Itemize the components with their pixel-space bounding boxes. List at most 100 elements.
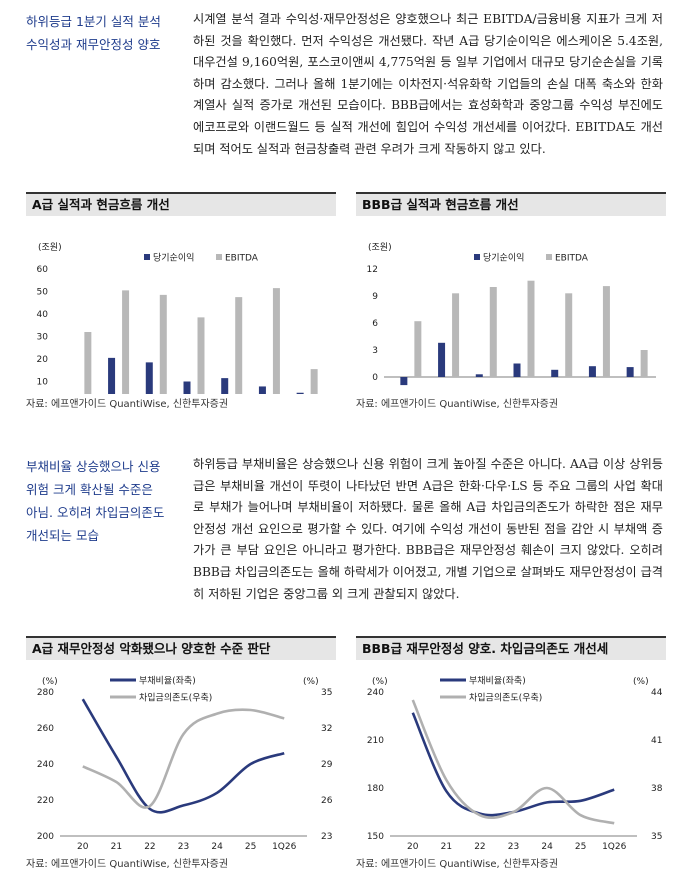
series-line — [82, 708, 285, 809]
x-tick-label: 21 — [111, 842, 122, 852]
bar — [272, 288, 280, 394]
legend-swatch — [546, 254, 552, 260]
bar — [513, 363, 521, 377]
x-tick-label: 23 — [508, 842, 519, 852]
right-y-tick-label: 32 — [321, 724, 332, 734]
bar — [258, 386, 266, 394]
bar — [310, 369, 318, 394]
bar — [640, 350, 648, 377]
right-y-tick-label: 35 — [321, 688, 332, 698]
y-tick-label: 50 — [37, 288, 49, 298]
x-tick-label: 23 — [178, 842, 189, 852]
side-title-line: 수익성과 재무안정성 양호 — [26, 37, 161, 52]
bar — [489, 287, 497, 377]
right-y-tick-label: 41 — [651, 736, 662, 746]
chart-bbb-grade-stability-plot: (%) (%) 부채비율(좌축) 차입금의존도(우축) 150 180 210 240 35 38… — [367, 676, 663, 853]
bar — [414, 321, 422, 377]
chart-source: 자료: 에프앤가이드 QuantiWise, 신한투자증권 — [26, 859, 229, 870]
y-tick-label: 60 — [37, 265, 49, 275]
left-y-tick-label: 210 — [367, 736, 384, 746]
right-y-tick-label: 26 — [321, 796, 333, 806]
left-y-tick-label: 260 — [37, 724, 54, 734]
left-axis-unit-label: (%) — [372, 677, 388, 687]
left-y-tick-label: 220 — [37, 796, 54, 806]
bar — [122, 290, 130, 394]
side-title-line: 개선되는 모습 — [26, 528, 99, 543]
side-title-line: 하위등급 1분기 실적 분석 — [26, 14, 161, 29]
y-tick-label: 3 — [372, 346, 378, 356]
side-title-1: 하위등급 1분기 실적 분석 수익성과 재무안정성 양호 — [26, 10, 186, 56]
series-line — [81, 698, 285, 814]
chart-source: 자료: 에프앤가이드 QuantiWise, 신한투자증권 — [26, 399, 229, 410]
chart-a-grade-stability: A급 재무안정성 악화됐으나 양호한 수준 판단 (%) (%) 부채비율(좌축) 차… — [26, 636, 336, 870]
bar — [84, 332, 92, 394]
left-y-tick-label: 240 — [367, 688, 384, 698]
y-tick-label: 9 — [372, 292, 378, 302]
y-tick-label: 12 — [367, 265, 378, 275]
chart-a-grade-stability-plot: (%) (%) 부채비율(좌축) 차입금의존도(우축) 200 220 240 260 280 2… — [37, 676, 333, 853]
bar — [588, 366, 596, 377]
bar — [551, 369, 559, 377]
chart-source: 자료: 에프앤가이드 QuantiWise, 신한투자증권 — [356, 399, 559, 410]
bar — [452, 293, 460, 377]
x-tick-label: 1Q26 — [272, 842, 297, 852]
legend-label: 부채비율(좌축) — [469, 676, 526, 687]
left-y-tick-label: 180 — [367, 784, 384, 794]
bar — [602, 286, 610, 377]
bar — [183, 381, 191, 394]
chart-title: A급 실적과 현금흐름 개선 — [26, 192, 336, 216]
left-y-tick-label: 150 — [367, 832, 384, 842]
body-paragraph-1: 시계열 분석 결과 수익성·재무안정성은 양호했으나 최근 EBITDA/금융비… — [193, 12, 663, 156]
bar — [145, 362, 153, 394]
chart-title: BBB급 재무안정성 양호. 차입금의존도 개선세 — [356, 636, 666, 660]
right-y-tick-label: 38 — [651, 784, 663, 794]
right-y-tick-label: 35 — [651, 832, 662, 842]
y-tick-label: 0 — [372, 373, 378, 383]
y-tick-label: 6 — [372, 319, 378, 329]
x-tick-label: 25 — [575, 842, 586, 852]
x-tick-label: 25 — [245, 842, 256, 852]
bar — [197, 317, 205, 394]
bar — [438, 342, 446, 377]
bar — [235, 297, 243, 394]
legend-swatch — [474, 254, 480, 260]
legend-label: 차입금의존도(우축) — [469, 692, 542, 704]
side-title-line: 아님. 오히려 차입금의존도 — [26, 505, 165, 520]
y-axis-unit-label: (조원) — [38, 242, 62, 253]
side-title-2: 부채비율 상승했으나 신용 위험 크게 확산될 수준은 아님. 오히려 차입금의… — [26, 455, 186, 547]
chart-title: A급 재무안정성 악화됐으나 양호한 수준 판단 — [26, 636, 336, 660]
body-paragraph-2: 하위등급 부채비율은 상승했으나 신용 위험이 크게 높아질 수준은 아니다. … — [193, 457, 663, 601]
chart-bbb-grade-stability: BBB급 재무안정성 양호. 차입금의존도 개선세 (%) (%) 부채비율(좌축)… — [356, 636, 666, 870]
legend-swatch — [216, 254, 222, 260]
right-y-tick-label: 44 — [651, 688, 663, 698]
chart-a-grade-earnings-plot: (조원)당기순이익EBITDA0102030405060202122232425… — [37, 242, 318, 394]
x-tick-label: 24 — [211, 842, 223, 852]
series-line — [411, 712, 615, 817]
bar — [108, 357, 116, 394]
x-tick-label: 22 — [474, 842, 485, 852]
chart-title: BBB급 실적과 현금흐름 개선 — [356, 192, 666, 216]
legend-swatch — [144, 254, 150, 260]
x-tick-label: 1Q26 — [602, 842, 627, 852]
bar — [400, 377, 408, 386]
bar — [296, 392, 304, 394]
right-y-tick-label: 29 — [321, 760, 333, 770]
chart-a-grade-earnings: A급 실적과 현금흐름 개선 (조원)당기순이익EBITDA0102030405… — [26, 192, 336, 410]
bar — [626, 367, 634, 377]
legend-label: EBITDA — [225, 254, 259, 264]
left-y-tick-label: 240 — [37, 760, 54, 770]
series-line — [411, 699, 615, 825]
bar — [565, 293, 573, 377]
right-axis-unit-label: (%) — [633, 677, 649, 687]
legend-label: EBITDA — [555, 254, 589, 264]
side-title-line: 위험 크게 확산될 수준은 — [26, 482, 153, 497]
y-tick-label: 20 — [37, 355, 49, 365]
bar — [475, 374, 483, 377]
x-tick-label: 20 — [407, 842, 419, 852]
y-tick-label: 10 — [37, 378, 49, 388]
legend-label: 차입금의존도(우축) — [139, 692, 212, 704]
legend-label: 부채비율(좌축) — [139, 676, 196, 687]
y-tick-label: 30 — [37, 333, 49, 343]
chart-bbb-grade-earnings: BBB급 실적과 현금흐름 개선 (조원)당기순이익EBITDA(3)03691… — [356, 192, 666, 410]
